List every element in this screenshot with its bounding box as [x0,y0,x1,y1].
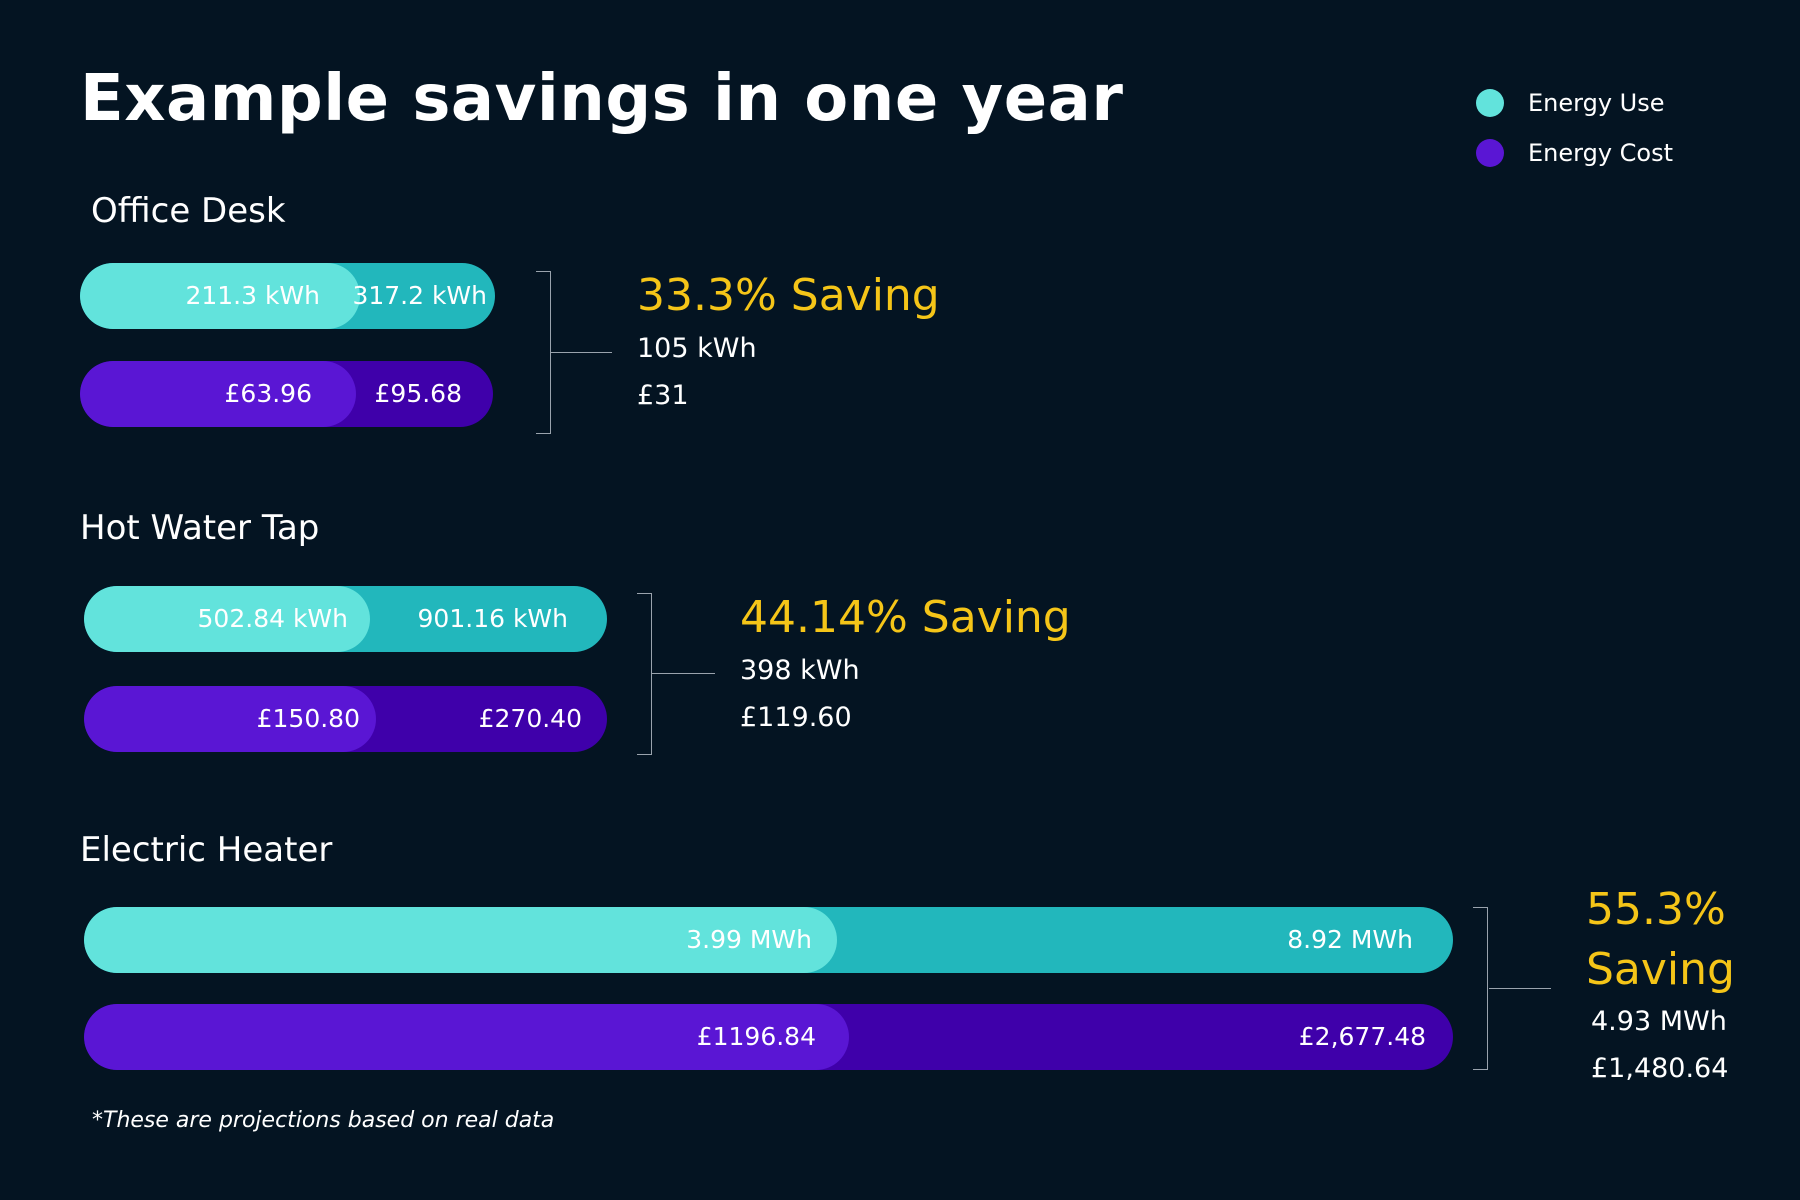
bracket-stem-office-desk [550,351,612,353]
bar-use-new-electric-heater [84,907,837,973]
bar-cost-new-label-hot-water-tap: £150.80 [256,704,360,733]
bar-use-new-hot-water-tap [84,586,370,652]
legend-swatch-energy-cost [1476,139,1504,167]
bracket-hot-water-tap [637,593,652,755]
bar-use-new-label-hot-water-tap: 502.84 kWh [197,604,348,633]
bracket-office-desk [536,271,551,434]
bar-cost-old-office-desk: £63.96 £95.68 [80,361,493,427]
footnote: *These are projections based on real dat… [92,1108,555,1133]
bar-cost-new-label-electric-heater: £1196.84 [696,1022,816,1051]
saving-energy-office-desk: 105 kWh [637,333,757,364]
bar-use-old-label-hot-water-tap: 901.16 kWh [417,604,568,633]
saving-cost-hot-water-tap: £119.60 [740,702,852,733]
legend-item-energy-cost: Energy Cost [1476,128,1673,178]
bracket-electric-heater [1473,907,1488,1070]
saving-cost-office-desk: £31 [637,380,689,411]
bracket-stem-hot-water-tap [652,673,715,674]
legend-item-energy-use: Energy Use [1476,78,1673,128]
saving-percent-office-desk: 33.3% Saving [637,270,940,321]
group-label-electric-heater: Electric Heater [80,830,333,870]
page-title: Example savings in one year [80,62,1124,136]
bar-cost-old-electric-heater: £1196.84 £2,677.48 [84,1004,1453,1070]
saving-cost-electric-heater: £1,480.64 [1591,1053,1729,1084]
group-label-office-desk: Office Desk [91,191,286,231]
bar-cost-old-label-hot-water-tap: £270.40 [478,704,582,733]
bar-use-old-electric-heater: 3.99 MWh 8.92 MWh [84,907,1453,973]
bar-cost-old-label-electric-heater: £2,677.48 [1298,1022,1426,1051]
bracket-stem-electric-heater [1489,987,1551,989]
bar-use-old-office-desk: 211.3 kWh 317.2 kWh [80,263,495,329]
saving-energy-hot-water-tap: 398 kWh [740,655,860,686]
bar-cost-old-label-office-desk: £95.68 [374,379,462,408]
bar-use-new-label-office-desk: 211.3 kWh [185,281,320,310]
legend-swatch-energy-use [1476,89,1504,117]
bar-use-new-label-electric-heater: 3.99 MWh [686,925,812,954]
saving-percent-hot-water-tap: 44.14% Saving [740,592,1071,643]
bar-cost-new-label-office-desk: £63.96 [224,379,312,408]
legend-label-energy-use: Energy Use [1528,89,1665,117]
bar-cost-new-electric-heater [84,1004,849,1070]
bar-use-old-label-electric-heater: 8.92 MWh [1287,925,1413,954]
bar-cost-new-office-desk [80,361,356,427]
saving-percent-electric-heater: 55.3% Saving [1586,884,1735,995]
saving-energy-electric-heater: 4.93 MWh [1591,1006,1727,1037]
bar-use-old-hot-water-tap: 502.84 kWh 901.16 kWh [84,586,607,652]
bar-use-new-office-desk [80,263,360,329]
group-label-hot-water-tap: Hot Water Tap [80,508,320,548]
legend: Energy Use Energy Cost [1476,78,1673,178]
bar-cost-new-hot-water-tap [84,686,376,752]
bar-use-old-label-office-desk: 317.2 kWh [352,281,487,310]
bar-cost-old-hot-water-tap: £150.80 £270.40 [84,686,607,752]
legend-label-energy-cost: Energy Cost [1528,139,1674,167]
